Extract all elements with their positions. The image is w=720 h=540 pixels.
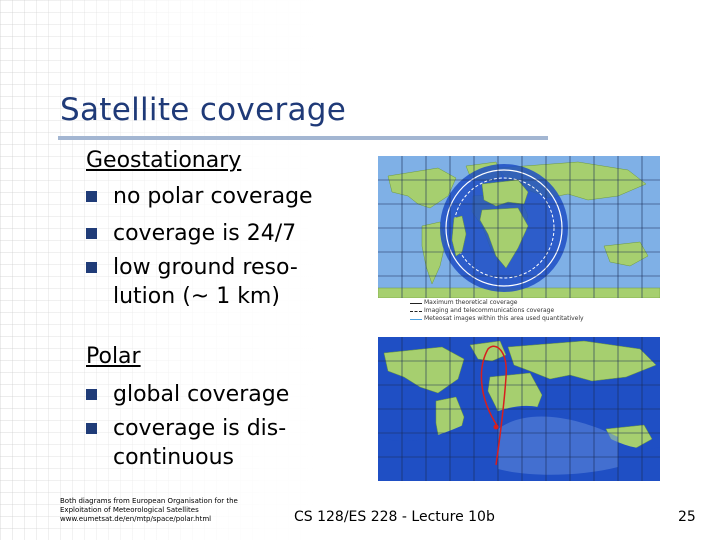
legend-label: Imaging and telecommunications coverage: [424, 307, 555, 314]
slide-title: Satellite coverage: [60, 92, 347, 128]
source-footnote: Both diagrams from European Organisation…: [60, 497, 280, 524]
legend-label: Meteosat images within this area used qu…: [424, 315, 584, 322]
legend-label: Maximum theoretical coverage: [424, 299, 518, 306]
bullet-marker: [86, 262, 97, 273]
footnote-line: www.eumetsat.de/en/mtp/space/polar.html: [60, 515, 212, 523]
bullet-text: low ground reso-: [113, 255, 298, 280]
bullet-marker: [86, 423, 97, 434]
title-underline: [58, 136, 548, 140]
bullet-text: no polar coverage: [113, 184, 313, 209]
legend-swatch-blue: [410, 319, 422, 320]
bullet-text-continued: continuous: [113, 445, 234, 470]
geostationary-heading: Geostationary: [86, 148, 242, 173]
bullet-text: coverage is dis-: [113, 416, 287, 441]
bullet-text-continued: lution (~ 1 km): [113, 284, 280, 309]
bullet-marker: [86, 389, 97, 400]
legend-swatch-dashed: [410, 311, 422, 312]
page-number: 25: [678, 509, 696, 525]
polar-coverage-map: [378, 337, 660, 481]
bullet-marker: [86, 191, 97, 202]
footer-lecture: CS 128/ES 228 - Lecture 10b: [294, 509, 495, 525]
footnote-line: Both diagrams from European Organisation…: [60, 497, 238, 505]
geostationary-coverage-map: [378, 156, 660, 298]
footnote-line: Exploitation of Meteorological Satellite…: [60, 506, 199, 514]
bullet-marker: [86, 228, 97, 239]
bullet-text: coverage is 24/7: [113, 221, 297, 246]
legend-swatch-solid: [410, 303, 422, 304]
polar-heading: Polar: [86, 344, 141, 369]
bullet-text: global coverage: [113, 382, 290, 407]
